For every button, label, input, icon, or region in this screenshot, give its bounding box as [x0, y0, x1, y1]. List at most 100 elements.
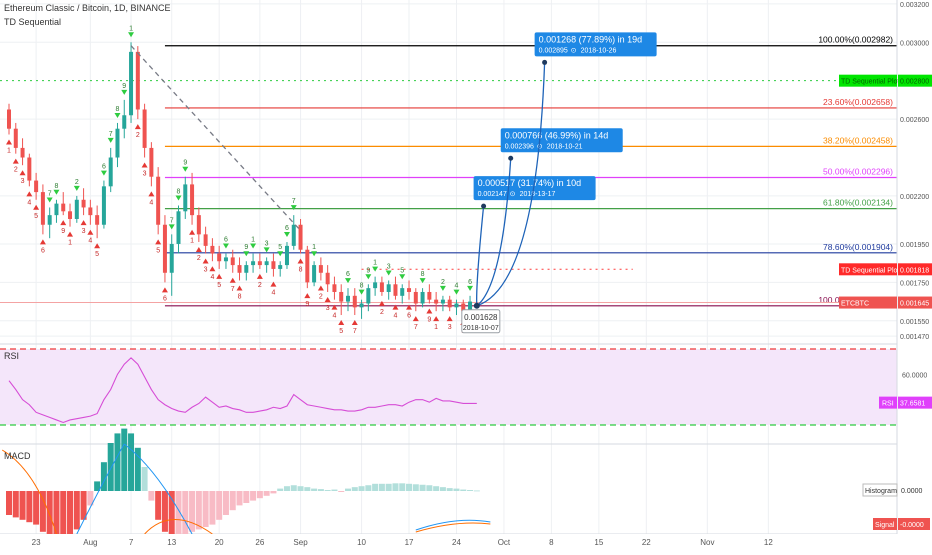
td-count: 4 — [149, 199, 153, 206]
rsi-title[interactable]: RSI — [4, 351, 20, 361]
td-count: 8 — [177, 189, 181, 196]
candle-body — [115, 128, 120, 158]
td-buy-marker — [114, 112, 121, 118]
time-tick-label: 23 — [32, 538, 41, 547]
td-count: 8 — [360, 283, 364, 290]
time-axis[interactable]: 23 Aug 7 13 20 26 Sep 10 17 24 Oct 8 15 22 Nov 12 — [0, 534, 932, 550]
td-sell-marker — [412, 316, 419, 322]
anchor-date: 2018-10-07 — [463, 325, 499, 332]
time-tick-label: Aug — [83, 538, 97, 547]
macd-histogram-bar — [87, 491, 94, 506]
fibonacci-retracement[interactable]: 100.00%(0.002982) 23.60%(0.002658) 38.20%(… — [0, 35, 897, 307]
td-buy-marker — [283, 232, 290, 238]
time-tick-label: Nov — [700, 538, 714, 547]
candle-body — [81, 199, 86, 208]
projection-headline: 0.001268 (77.89%) in 19d — [539, 34, 643, 44]
macd-histogram-bar — [53, 491, 60, 535]
candle-body — [13, 128, 18, 148]
candle-body — [230, 257, 235, 266]
td-sell-marker — [331, 304, 338, 310]
projection-target-date: 2018-13-17 — [520, 191, 556, 198]
indicator-title[interactable]: TD Sequential — [4, 17, 62, 27]
macd-histogram-bar — [175, 491, 182, 537]
projection-curve[interactable] — [476, 158, 512, 307]
time-tick-label: 20 — [215, 538, 224, 547]
td-count: 6 — [346, 271, 350, 278]
td-count: 1 — [373, 260, 377, 267]
candle-body — [359, 303, 364, 308]
time-tick-label: 7 — [129, 538, 134, 547]
td-count: 2 — [319, 293, 323, 300]
td-sell-marker — [297, 258, 304, 264]
candle-body — [176, 211, 181, 244]
td-count: 5 — [95, 251, 99, 258]
price-tick-label: 0.003000 — [900, 40, 929, 47]
candle-body — [183, 184, 188, 212]
td-sell-marker — [67, 231, 74, 237]
macd-histogram-bar — [229, 491, 236, 511]
macd-histogram-bar — [80, 491, 87, 520]
macd-line — [76, 443, 125, 535]
td-count: 3 — [21, 178, 25, 185]
rsi-series-line — [8, 357, 477, 424]
projection-curve[interactable] — [476, 206, 485, 306]
td-count: 1 — [190, 238, 194, 245]
trend-line[interactable] — [130, 45, 302, 231]
price-badge-value: 0.001818 — [900, 267, 929, 274]
candle-body — [366, 288, 371, 304]
td-buy-marker — [168, 224, 175, 230]
macd-histogram-bar — [26, 491, 33, 523]
candle-body — [291, 224, 296, 246]
projection-callout[interactable] — [473, 176, 596, 201]
candle-body — [47, 215, 52, 225]
projection-target-dot — [481, 203, 487, 209]
macd-title[interactable]: MACD — [4, 451, 31, 461]
projection-curve[interactable] — [476, 62, 546, 307]
macd-histogram-bar — [168, 491, 175, 539]
candle-body — [122, 115, 127, 129]
macd-histogram-bar — [426, 485, 433, 491]
candle-body — [68, 211, 73, 219]
td-buy-marker — [243, 251, 250, 257]
candle-body — [203, 234, 208, 246]
trend-line[interactable] — [130, 45, 302, 231]
plot-name: ETCBTC — [841, 301, 869, 308]
projection-headline: 0.000766 (46.99%) in 14d — [505, 130, 609, 140]
td-count: 2 — [197, 255, 201, 262]
candle-body — [244, 265, 249, 273]
td-sell-marker — [33, 204, 40, 210]
td-buy-marker — [250, 243, 257, 249]
td-buy-marker — [121, 89, 128, 95]
td-sell-marker — [378, 300, 385, 306]
macd-histogram-bar — [12, 491, 19, 518]
td-count: 4 — [271, 290, 275, 297]
td-count: 6 — [163, 295, 167, 302]
projection-anchor-point[interactable] — [473, 302, 480, 309]
td-count: 7 — [353, 328, 357, 335]
td-sell-marker — [209, 266, 216, 272]
macd-histogram-bar — [39, 491, 46, 532]
td-count: 2 — [14, 167, 18, 174]
td-count: 6 — [102, 164, 106, 171]
candle-body — [346, 295, 350, 302]
td-sell-marker — [189, 229, 196, 235]
candle-body — [135, 51, 140, 110]
projection-callout[interactable] — [534, 32, 657, 57]
td-count: 3 — [326, 305, 330, 312]
td-sell-marker — [229, 277, 236, 283]
symbol-title[interactable]: Ethereum Classic / Bitcoin, 1D, BINANCE — [4, 3, 171, 13]
td-buy-marker — [290, 205, 297, 211]
macd-histogram-bar — [419, 484, 426, 491]
td-sell-marker — [12, 158, 19, 164]
candle-body — [413, 291, 418, 304]
price-axis[interactable]: 0.003200 0.003000 0.002600 0.002200 0.001950… — [839, 0, 932, 550]
projection-callout[interactable] — [500, 128, 623, 153]
candle-body — [129, 51, 134, 116]
macd-histogram-bar — [222, 491, 229, 515]
td-count: 3 — [265, 240, 269, 247]
candlestick-series — [7, 42, 473, 319]
candle-body — [237, 265, 242, 273]
